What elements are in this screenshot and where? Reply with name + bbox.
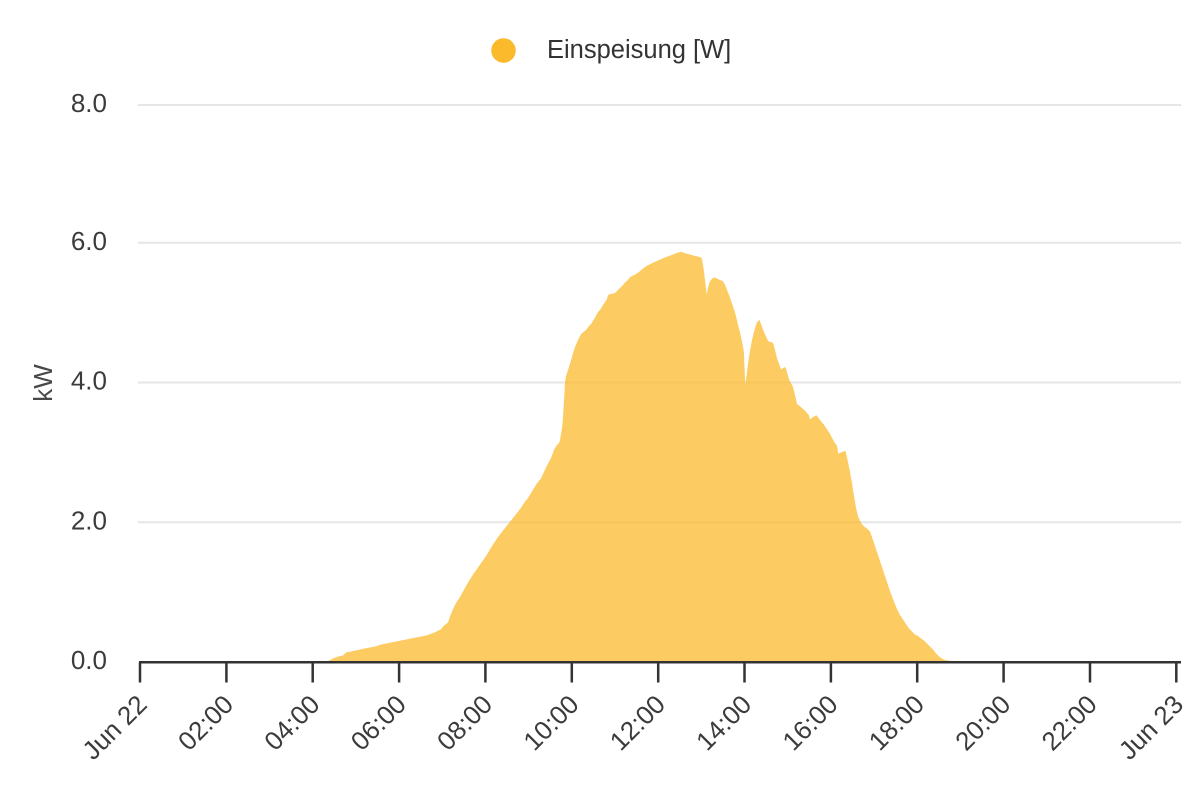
svg-text:kW: kW: [28, 364, 58, 402]
svg-text:Einspeisung [W]: Einspeisung [W]: [547, 36, 731, 64]
svg-text:8.0: 8.0: [71, 88, 107, 118]
svg-text:0.0: 0.0: [71, 645, 107, 675]
svg-text:6.0: 6.0: [71, 226, 107, 256]
svg-text:4.0: 4.0: [71, 366, 107, 396]
svg-text:2.0: 2.0: [71, 505, 107, 535]
